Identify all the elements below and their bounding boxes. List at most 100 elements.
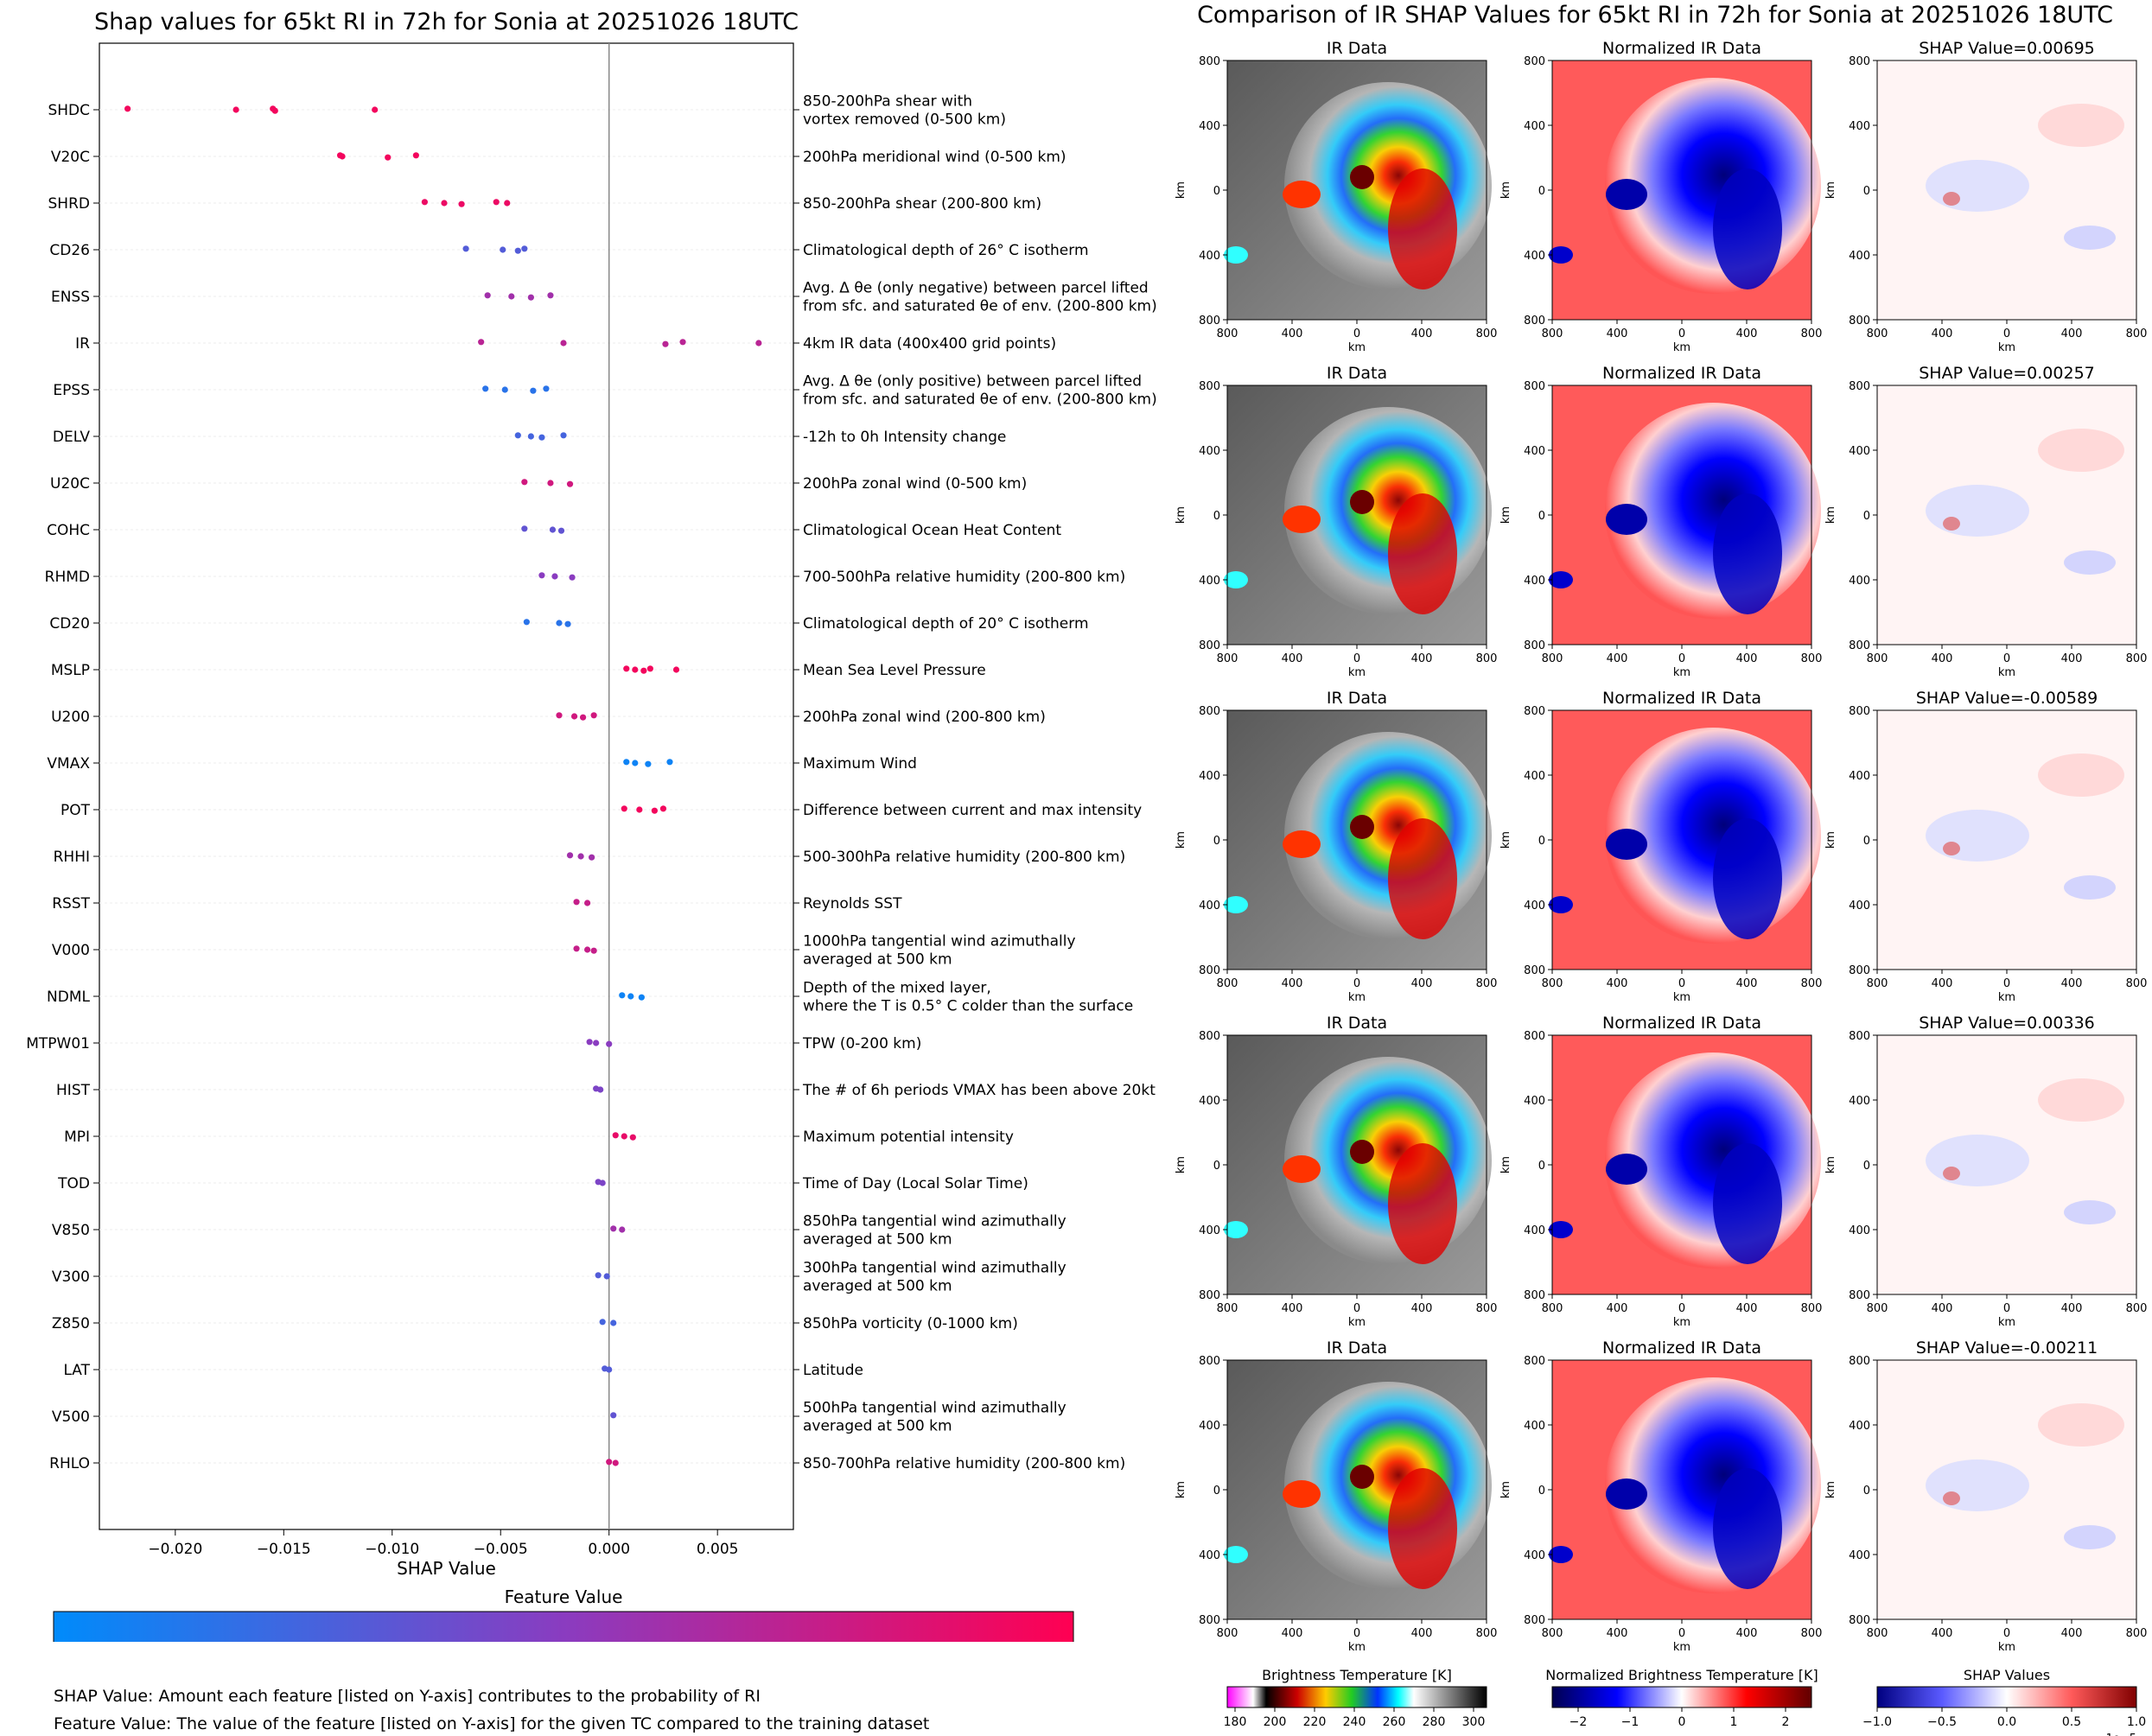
colorbar-title: SHAP Values [1964, 1667, 2050, 1683]
y-axis-label: km [1175, 506, 1187, 524]
shap-point [569, 574, 576, 581]
x-tick-label: 400 [1607, 1627, 1628, 1640]
feature-code-label: U20C [50, 475, 90, 493]
feature-code-label: POT [60, 802, 91, 819]
x-tick-label: 400 [2061, 977, 2083, 990]
x-tick-label: 800 [1801, 1302, 1823, 1315]
x-tick-label: 400 [1411, 1302, 1433, 1315]
shap-point [646, 665, 653, 672]
y-tick-label: 800 [1199, 964, 1220, 977]
x-tick-label: 400 [1736, 327, 1758, 340]
x-tick-label: 800 [1867, 652, 1888, 665]
shap-point [640, 667, 647, 674]
shap-point [566, 480, 574, 487]
shap-positive-region [1943, 192, 1960, 206]
shap-point [672, 666, 680, 673]
feature-code-label: V000 [52, 942, 90, 959]
shap-point [566, 852, 574, 859]
panel-title: SHAP Value=0.00336 [1919, 1014, 2095, 1033]
feature-code-label: ENSS [51, 289, 90, 306]
y-tick-label: 400 [1199, 445, 1220, 458]
x-tick-label: 400 [1736, 977, 1758, 990]
shap-positive-region [2038, 1403, 2124, 1447]
y-tick-label: 400 [1849, 445, 1870, 458]
y-axis-label: km [1499, 181, 1512, 199]
shap-point [589, 854, 595, 861]
feature-description-label: where the T is 0.5° C colder than the su… [803, 998, 1133, 1015]
y-tick-label: 400 [1199, 770, 1220, 783]
colorbar-title: Normalized Brightness Temperature [K] [1545, 1667, 1818, 1683]
panel-title: IR Data [1327, 39, 1387, 58]
feature-code-label: CD20 [49, 615, 90, 633]
ir-core [1350, 815, 1374, 839]
norm-band [1713, 169, 1782, 289]
x-tick-label: 0 [1353, 652, 1360, 665]
y-tick-label: 0 [1863, 835, 1870, 848]
y-tick-label: 800 [1524, 1289, 1545, 1302]
y-tick-label: 400 [1199, 900, 1220, 913]
y-tick-label: 800 [1849, 705, 1870, 718]
feature-code-label: V300 [52, 1269, 90, 1286]
feature-description-label: Avg. Δ θe (only negative) between parcel… [803, 280, 1149, 297]
shap-point [500, 246, 506, 253]
shap-point [549, 526, 557, 533]
x-tick-label: 400 [1736, 1627, 1758, 1640]
x-tick-label: 800 [1542, 1302, 1563, 1315]
shap-point [521, 525, 528, 532]
y-tick-label: 0 [1213, 835, 1220, 848]
shap-point [638, 994, 645, 1001]
feature-description-label: Maximum potential intensity [803, 1129, 1014, 1146]
feature-description-label: TPW (0-200 km) [802, 1035, 921, 1052]
y-tick-label: 800 [1524, 639, 1545, 652]
x-axis-label: km [1348, 1641, 1366, 1654]
x-tick-label: 0 [2003, 327, 2010, 340]
ir-core [1350, 490, 1374, 514]
y-tick-label: 0 [1213, 1160, 1220, 1173]
shap-negative-region [2064, 1200, 2116, 1224]
norm-cell [1549, 1546, 1573, 1563]
y-tick-label: 800 [1199, 55, 1220, 68]
y-tick-label: 400 [1849, 770, 1870, 783]
x-tick-label: −0.005 [474, 1541, 528, 1558]
shap-point [530, 387, 537, 394]
y-axis-label: km [1499, 506, 1512, 524]
y-tick-label: 0 [1863, 510, 1870, 523]
feature-code-label: MPI [64, 1129, 90, 1146]
panel-title: Normalized IR Data [1602, 39, 1761, 58]
x-axis-label: km [1673, 991, 1690, 1004]
ir-cell [1283, 506, 1321, 533]
shap-point [570, 713, 578, 720]
x-tick-label: 0.005 [697, 1541, 739, 1558]
heatmap-panel: SHAP Value=0.006958008004004000040040080… [1824, 39, 2147, 354]
shap-point [662, 340, 669, 347]
shap-point [521, 479, 528, 486]
norm-band [1713, 1468, 1782, 1589]
feature-description-label: Climatological depth of 26° C isotherm [803, 242, 1089, 259]
y-tick-label: 400 [1524, 770, 1545, 783]
x-tick-label: 800 [1801, 327, 1823, 340]
y-tick-label: 800 [1524, 1614, 1545, 1627]
shap-negative-region [1926, 1135, 2029, 1186]
x-tick-label: 400 [1736, 652, 1758, 665]
x-tick-label: 400 [1411, 327, 1433, 340]
colorbar-tick-label: −1 [1621, 1715, 1639, 1729]
y-tick-label: 400 [1849, 120, 1870, 133]
shap-point [603, 1273, 610, 1280]
y-tick-label: 0 [1863, 1160, 1870, 1173]
x-tick-label: −0.010 [365, 1541, 419, 1558]
feature-description-label: 850hPa tangential wind azimuthally [803, 1213, 1066, 1230]
shap-point [612, 1132, 619, 1139]
shap-point [521, 245, 528, 252]
norm-cell [1606, 504, 1647, 535]
y-tick-label: 0 [1538, 510, 1545, 523]
shap-point [441, 200, 448, 207]
norm-cell [1549, 571, 1573, 588]
x-tick-label: 400 [1932, 652, 1953, 665]
shap-negative-region [2064, 550, 2116, 575]
x-tick-label: 0.000 [588, 1541, 630, 1558]
shap-positive-region [2038, 1078, 2124, 1122]
x-tick-label: 0 [2003, 652, 2010, 665]
y-tick-label: 800 [1524, 380, 1545, 393]
y-tick-label: 800 [1524, 705, 1545, 718]
